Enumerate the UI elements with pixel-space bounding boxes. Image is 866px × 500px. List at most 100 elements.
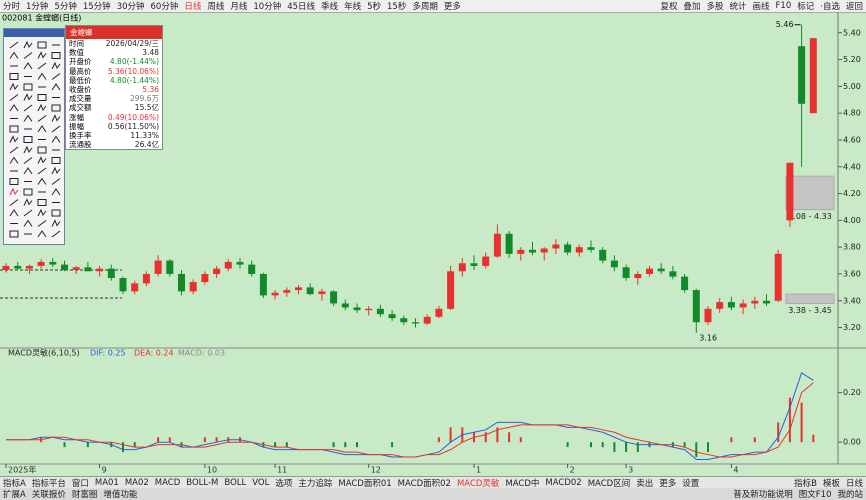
period-button[interactable]: 分时 <box>3 2 21 12</box>
candle-body <box>716 302 724 309</box>
tool-button[interactable]: 标记 <box>797 2 815 12</box>
indicator-tab[interactable]: MA01 <box>94 478 119 488</box>
candle-body <box>107 268 115 278</box>
indicator-tab[interactable]: MACD中 <box>505 479 540 489</box>
tool-icon <box>51 219 61 227</box>
info-label: 成交额 <box>69 103 92 113</box>
candle-body <box>154 260 162 274</box>
tool-button[interactable]: 多股 <box>706 2 724 12</box>
period-button[interactable]: 月线 <box>230 2 248 12</box>
period-button[interactable]: 45日线 <box>287 2 316 12</box>
y-tick-label: 3.40 <box>843 296 861 305</box>
tool-icon <box>51 166 61 175</box>
footer-item[interactable]: 财富圈 <box>71 490 98 500</box>
candle-body <box>388 314 396 319</box>
candle-body <box>505 233 513 254</box>
indicator-tab[interactable]: 指标平台 <box>31 479 66 489</box>
period-button[interactable]: 5分钟 <box>54 2 77 12</box>
candle-body <box>400 318 408 323</box>
indicator-tab[interactable]: 主力追踪 <box>298 479 333 489</box>
candle-body <box>798 46 806 104</box>
tool-icon <box>9 199 19 206</box>
indicator-tab[interactable]: 窗口 <box>71 479 89 489</box>
indicator-tab[interactable]: MA02 <box>124 478 149 488</box>
period-button[interactable]: 季线 <box>321 2 339 12</box>
footer-item[interactable]: 扩展A <box>3 490 26 500</box>
indicator-tab[interactable]: MACD灵敏 <box>456 479 500 489</box>
tool-button[interactable]: 叠加 <box>683 2 701 12</box>
period-button[interactable]: 周线 <box>207 2 225 12</box>
tool-button[interactable]: 复权 <box>660 2 678 12</box>
info-label: 换手率 <box>69 131 92 141</box>
tool-button[interactable]: ·自选 <box>820 2 840 12</box>
y-tick-label: 0.20 <box>843 388 861 397</box>
tool-button[interactable]: 返回 <box>845 2 863 12</box>
footer-item[interactable]: 图文F10 <box>798 490 832 500</box>
tool-icon <box>37 94 47 101</box>
candle-body <box>259 273 267 296</box>
candle-body <box>224 261 232 269</box>
date-label: 12 <box>371 466 381 475</box>
period-button[interactable]: 1分钟 <box>26 2 49 12</box>
tool-icon <box>51 209 61 217</box>
footer-item[interactable]: 关联报价 <box>31 490 66 500</box>
footer-item[interactable]: 普及新功能说明 <box>733 490 793 500</box>
tool-icon <box>9 125 19 133</box>
right-tab[interactable]: 指标B <box>794 479 817 489</box>
y-tick-label: 3.80 <box>843 243 861 252</box>
period-button[interactable]: 年线 <box>344 2 362 12</box>
candle-body <box>213 268 221 274</box>
candle-body <box>727 302 735 308</box>
footer-item[interactable]: 增值功能 <box>103 490 138 500</box>
right-tab[interactable]: 模板 <box>822 479 840 489</box>
info-row: 开盘价 4.80(-1.44%) <box>66 57 162 66</box>
macd-label: MACD: 0.03 <box>178 349 225 358</box>
indicator-tab[interactable]: MACD面积01 <box>338 479 392 489</box>
period-button[interactable]: 更多 <box>443 2 461 12</box>
tool-icon <box>23 62 33 70</box>
indicator-tab[interactable]: MACD02 <box>545 478 582 488</box>
indicator-tab[interactable]: 设置 <box>682 479 700 489</box>
date-label: 4 <box>733 466 738 475</box>
indicator-tab[interactable]: BOLL-M <box>186 478 219 488</box>
indicator-tab[interactable]: VOL <box>252 478 270 488</box>
tool-button[interactable]: 统计 <box>729 2 747 12</box>
info-label: 成交量 <box>69 94 92 104</box>
period-button[interactable]: 日线 <box>184 2 202 12</box>
candle-body <box>306 287 314 295</box>
indicator-tab[interactable]: 选项 <box>275 479 293 489</box>
tool-button[interactable]: F10 <box>775 1 792 11</box>
candle-body <box>61 264 68 270</box>
right-tab[interactable]: 日线 <box>845 479 863 489</box>
zone-label: 3.38 - 3.45 <box>788 306 832 315</box>
indicator-tab[interactable]: 更多 <box>659 479 677 489</box>
period-button[interactable]: 5秒 <box>367 2 381 12</box>
period-button[interactable]: 10分钟 <box>253 2 282 12</box>
period-button[interactable]: 多周期 <box>412 2 438 12</box>
footer-item[interactable]: 我的站 <box>837 490 863 500</box>
candle-body <box>587 247 595 250</box>
candle-body <box>330 291 338 304</box>
tool-button[interactable]: 画线 <box>752 2 770 12</box>
info-label: 最高价 <box>69 66 92 76</box>
period-button[interactable]: 30分钟 <box>116 2 145 12</box>
tool-icon <box>51 83 61 91</box>
info-label: 涨幅 <box>69 112 84 122</box>
period-button[interactable]: 15分钟 <box>82 2 111 12</box>
indicator-tab[interactable]: MACD <box>154 478 181 488</box>
tool-icon <box>37 220 47 227</box>
info-row: 时间 2026/04/29/三 <box>66 39 162 48</box>
info-label: 数值 <box>69 48 84 58</box>
indicator-tab[interactable]: MACD区间 <box>587 479 631 489</box>
indicator-tab[interactable]: BOLL <box>224 478 247 488</box>
indicator-tab[interactable]: MACD面积02 <box>397 479 451 489</box>
candle-body <box>774 253 782 301</box>
indicator-tabs: 指标A 指标平台 窗口 MA01 MA02 MACD BOLL-M BOLL VOL 选项 主力追踪… <box>0 476 866 489</box>
indicator-tab[interactable]: 卖出 <box>636 479 654 489</box>
toolbox-titlebar <box>4 29 64 37</box>
tool-icon <box>37 103 47 112</box>
period-button[interactable]: 60分钟 <box>150 2 179 12</box>
period-button[interactable]: 15秒 <box>387 2 407 12</box>
indicator-tab[interactable]: 指标A <box>3 479 26 489</box>
